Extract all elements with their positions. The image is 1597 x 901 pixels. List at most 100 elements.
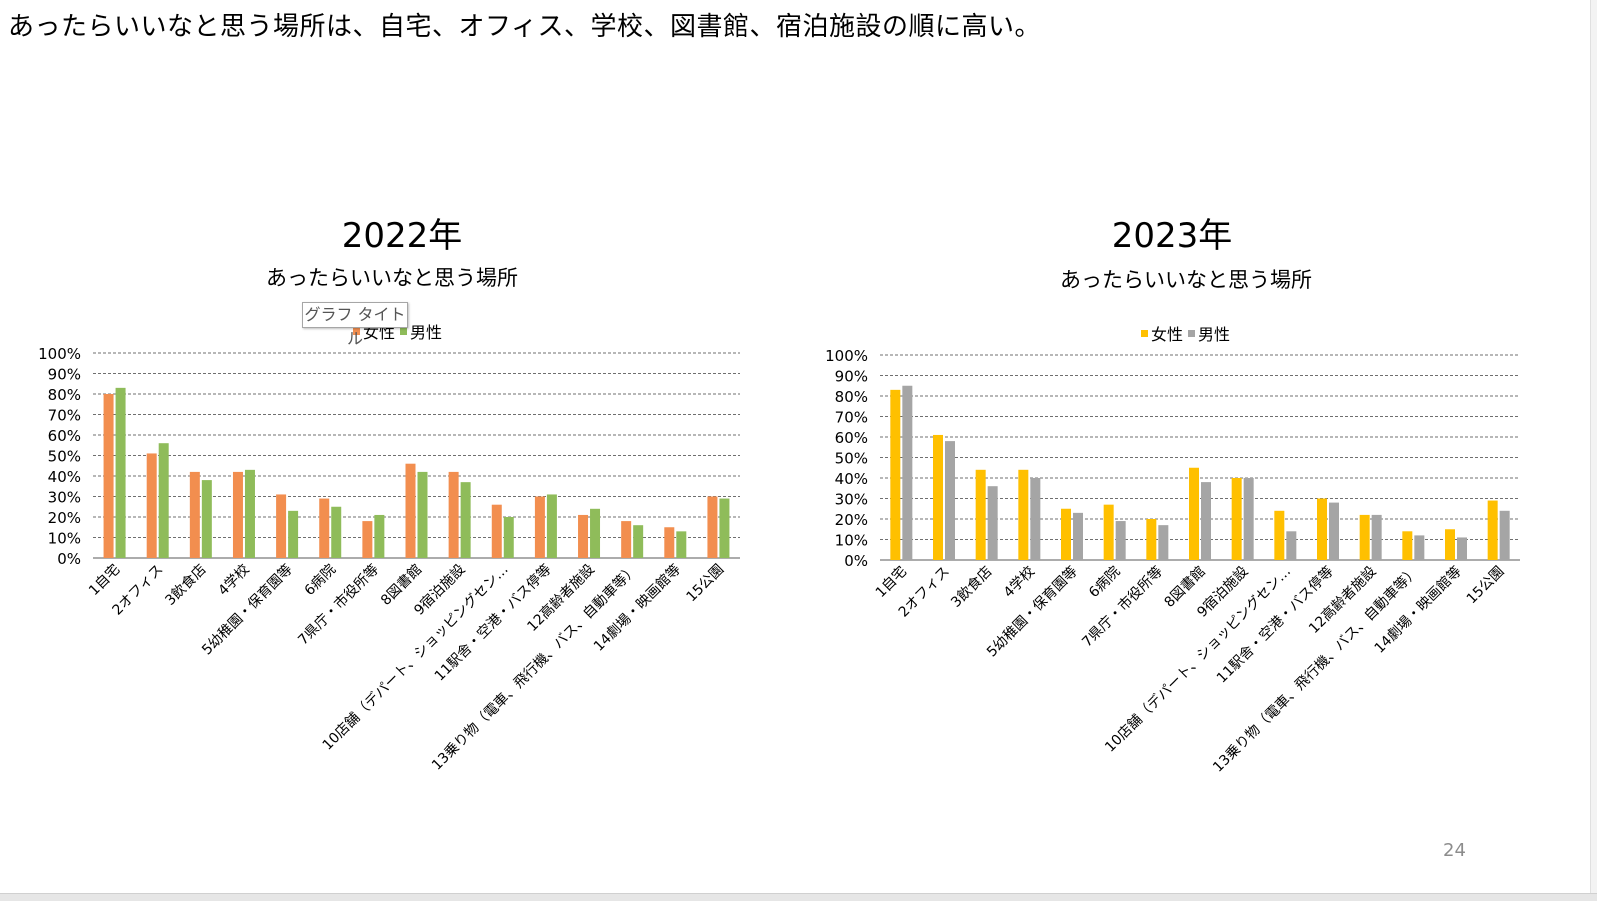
- y-tick-label: 60%: [48, 427, 81, 445]
- bar-male: [1243, 478, 1254, 560]
- bar-female: [103, 394, 114, 558]
- bar-male: [417, 471, 428, 558]
- bar-female: [1402, 531, 1413, 560]
- x-tick-label: 4学校: [1000, 563, 1038, 601]
- bar-male: [288, 510, 299, 558]
- scrollbar-track[interactable]: [1590, 0, 1597, 893]
- bar-male: [633, 525, 644, 558]
- bar-female: [707, 496, 718, 558]
- bar-male: [460, 482, 471, 558]
- y-tick-label: 70%: [48, 407, 81, 425]
- bar-male: [945, 441, 955, 560]
- bar-female: [1445, 529, 1455, 560]
- legend-swatch-male: [400, 327, 408, 335]
- bar-female: [621, 521, 632, 558]
- bar-female: [1231, 478, 1242, 560]
- bar-male: [1414, 535, 1425, 560]
- bar-male: [1158, 525, 1169, 560]
- legend-label-male: 男性: [410, 323, 443, 342]
- bar-male: [902, 385, 913, 560]
- bar-female: [1274, 510, 1285, 560]
- bar-female: [664, 527, 675, 558]
- bar-female: [319, 498, 330, 558]
- bar-male: [719, 498, 730, 558]
- y-tick-label: 40%: [835, 470, 868, 488]
- bar-male: [331, 506, 342, 558]
- bar-male: [244, 469, 255, 558]
- bar-female: [1189, 467, 1199, 560]
- chart-title-tooltip: グラフ タイトル: [302, 302, 408, 348]
- page-number: 24: [1443, 840, 1466, 861]
- legend-label-female: 女性: [1151, 325, 1184, 344]
- bar-male: [503, 517, 514, 558]
- bar-female: [1487, 500, 1498, 560]
- bar-female: [362, 521, 373, 558]
- legend-label-male: 男性: [1198, 325, 1231, 344]
- bar-male: [1030, 478, 1041, 560]
- bar-female: [975, 469, 986, 560]
- legend-swatch-female: [1141, 329, 1148, 337]
- slide-heading: あったらいいなと思う場所は、自宅、オフィス、学校、図書館、宿泊施設の順に高い。: [8, 12, 1041, 42]
- y-tick-label: 100%: [825, 347, 868, 365]
- bar-male: [1286, 531, 1297, 560]
- chart-2022-year: 2022年: [341, 216, 463, 256]
- bar-female: [448, 471, 459, 558]
- y-tick-label: 50%: [48, 448, 81, 466]
- bar-female: [890, 389, 901, 560]
- y-tick-label: 70%: [835, 409, 868, 427]
- x-tick-label: 6病院: [1086, 564, 1123, 601]
- bar-female: [1061, 508, 1071, 560]
- y-tick-label: 80%: [48, 386, 81, 404]
- y-tick-label: 80%: [835, 388, 868, 406]
- y-tick-label: 90%: [48, 366, 81, 384]
- bar-female: [189, 471, 200, 558]
- y-tick-label: 90%: [835, 368, 868, 386]
- bar-male: [1115, 521, 1126, 560]
- bar-female: [1103, 504, 1114, 560]
- bar-male: [676, 531, 687, 558]
- x-tick-label: 15公園: [1464, 564, 1508, 608]
- bar-male: [158, 443, 169, 558]
- chart-2023-year: 2023年: [1111, 216, 1233, 256]
- bar-female: [1018, 469, 1029, 560]
- y-tick-label: 20%: [835, 511, 868, 529]
- x-tick-label: 1自宅: [873, 564, 910, 601]
- bar-female: [232, 471, 243, 558]
- y-tick-label: 40%: [48, 468, 81, 486]
- bar-male: [1073, 512, 1083, 560]
- y-tick-label: 10%: [835, 532, 868, 550]
- bar-male: [590, 508, 601, 558]
- y-tick-label: 50%: [835, 450, 868, 468]
- y-tick-label: 100%: [38, 345, 81, 363]
- bar-male: [1371, 514, 1382, 560]
- bar-female: [933, 434, 943, 560]
- x-tick-label: 3飲食店: [947, 563, 995, 611]
- bar-male: [201, 480, 212, 558]
- bar-male: [546, 494, 557, 558]
- bar-female: [578, 514, 589, 558]
- chart-2022-title: あったらいいなと思う場所: [266, 266, 518, 290]
- bar-male: [987, 486, 998, 560]
- bar-male: [115, 387, 126, 558]
- bar-female: [1359, 514, 1370, 560]
- y-tick-label: 30%: [48, 489, 81, 507]
- bar-male: [1201, 482, 1211, 560]
- bar-female: [534, 496, 545, 558]
- legend-swatch-male: [1188, 329, 1196, 337]
- bar-female: [1146, 519, 1157, 560]
- y-tick-label: 0%: [844, 552, 868, 570]
- bar-male: [1499, 510, 1510, 560]
- bar-female: [146, 453, 157, 558]
- bar-male: [1457, 537, 1467, 560]
- bar-female: [491, 504, 502, 558]
- chart-2023-title: あったらいいなと思う場所: [1060, 268, 1312, 292]
- bar-male: [1329, 502, 1339, 560]
- bar-female: [1317, 498, 1327, 560]
- y-tick-label: 20%: [48, 509, 81, 527]
- y-tick-label: 0%: [57, 550, 81, 568]
- y-tick-label: 30%: [835, 491, 868, 509]
- bar-female: [405, 463, 416, 558]
- chart-2023-legend: 女性 男性: [1136, 321, 1230, 345]
